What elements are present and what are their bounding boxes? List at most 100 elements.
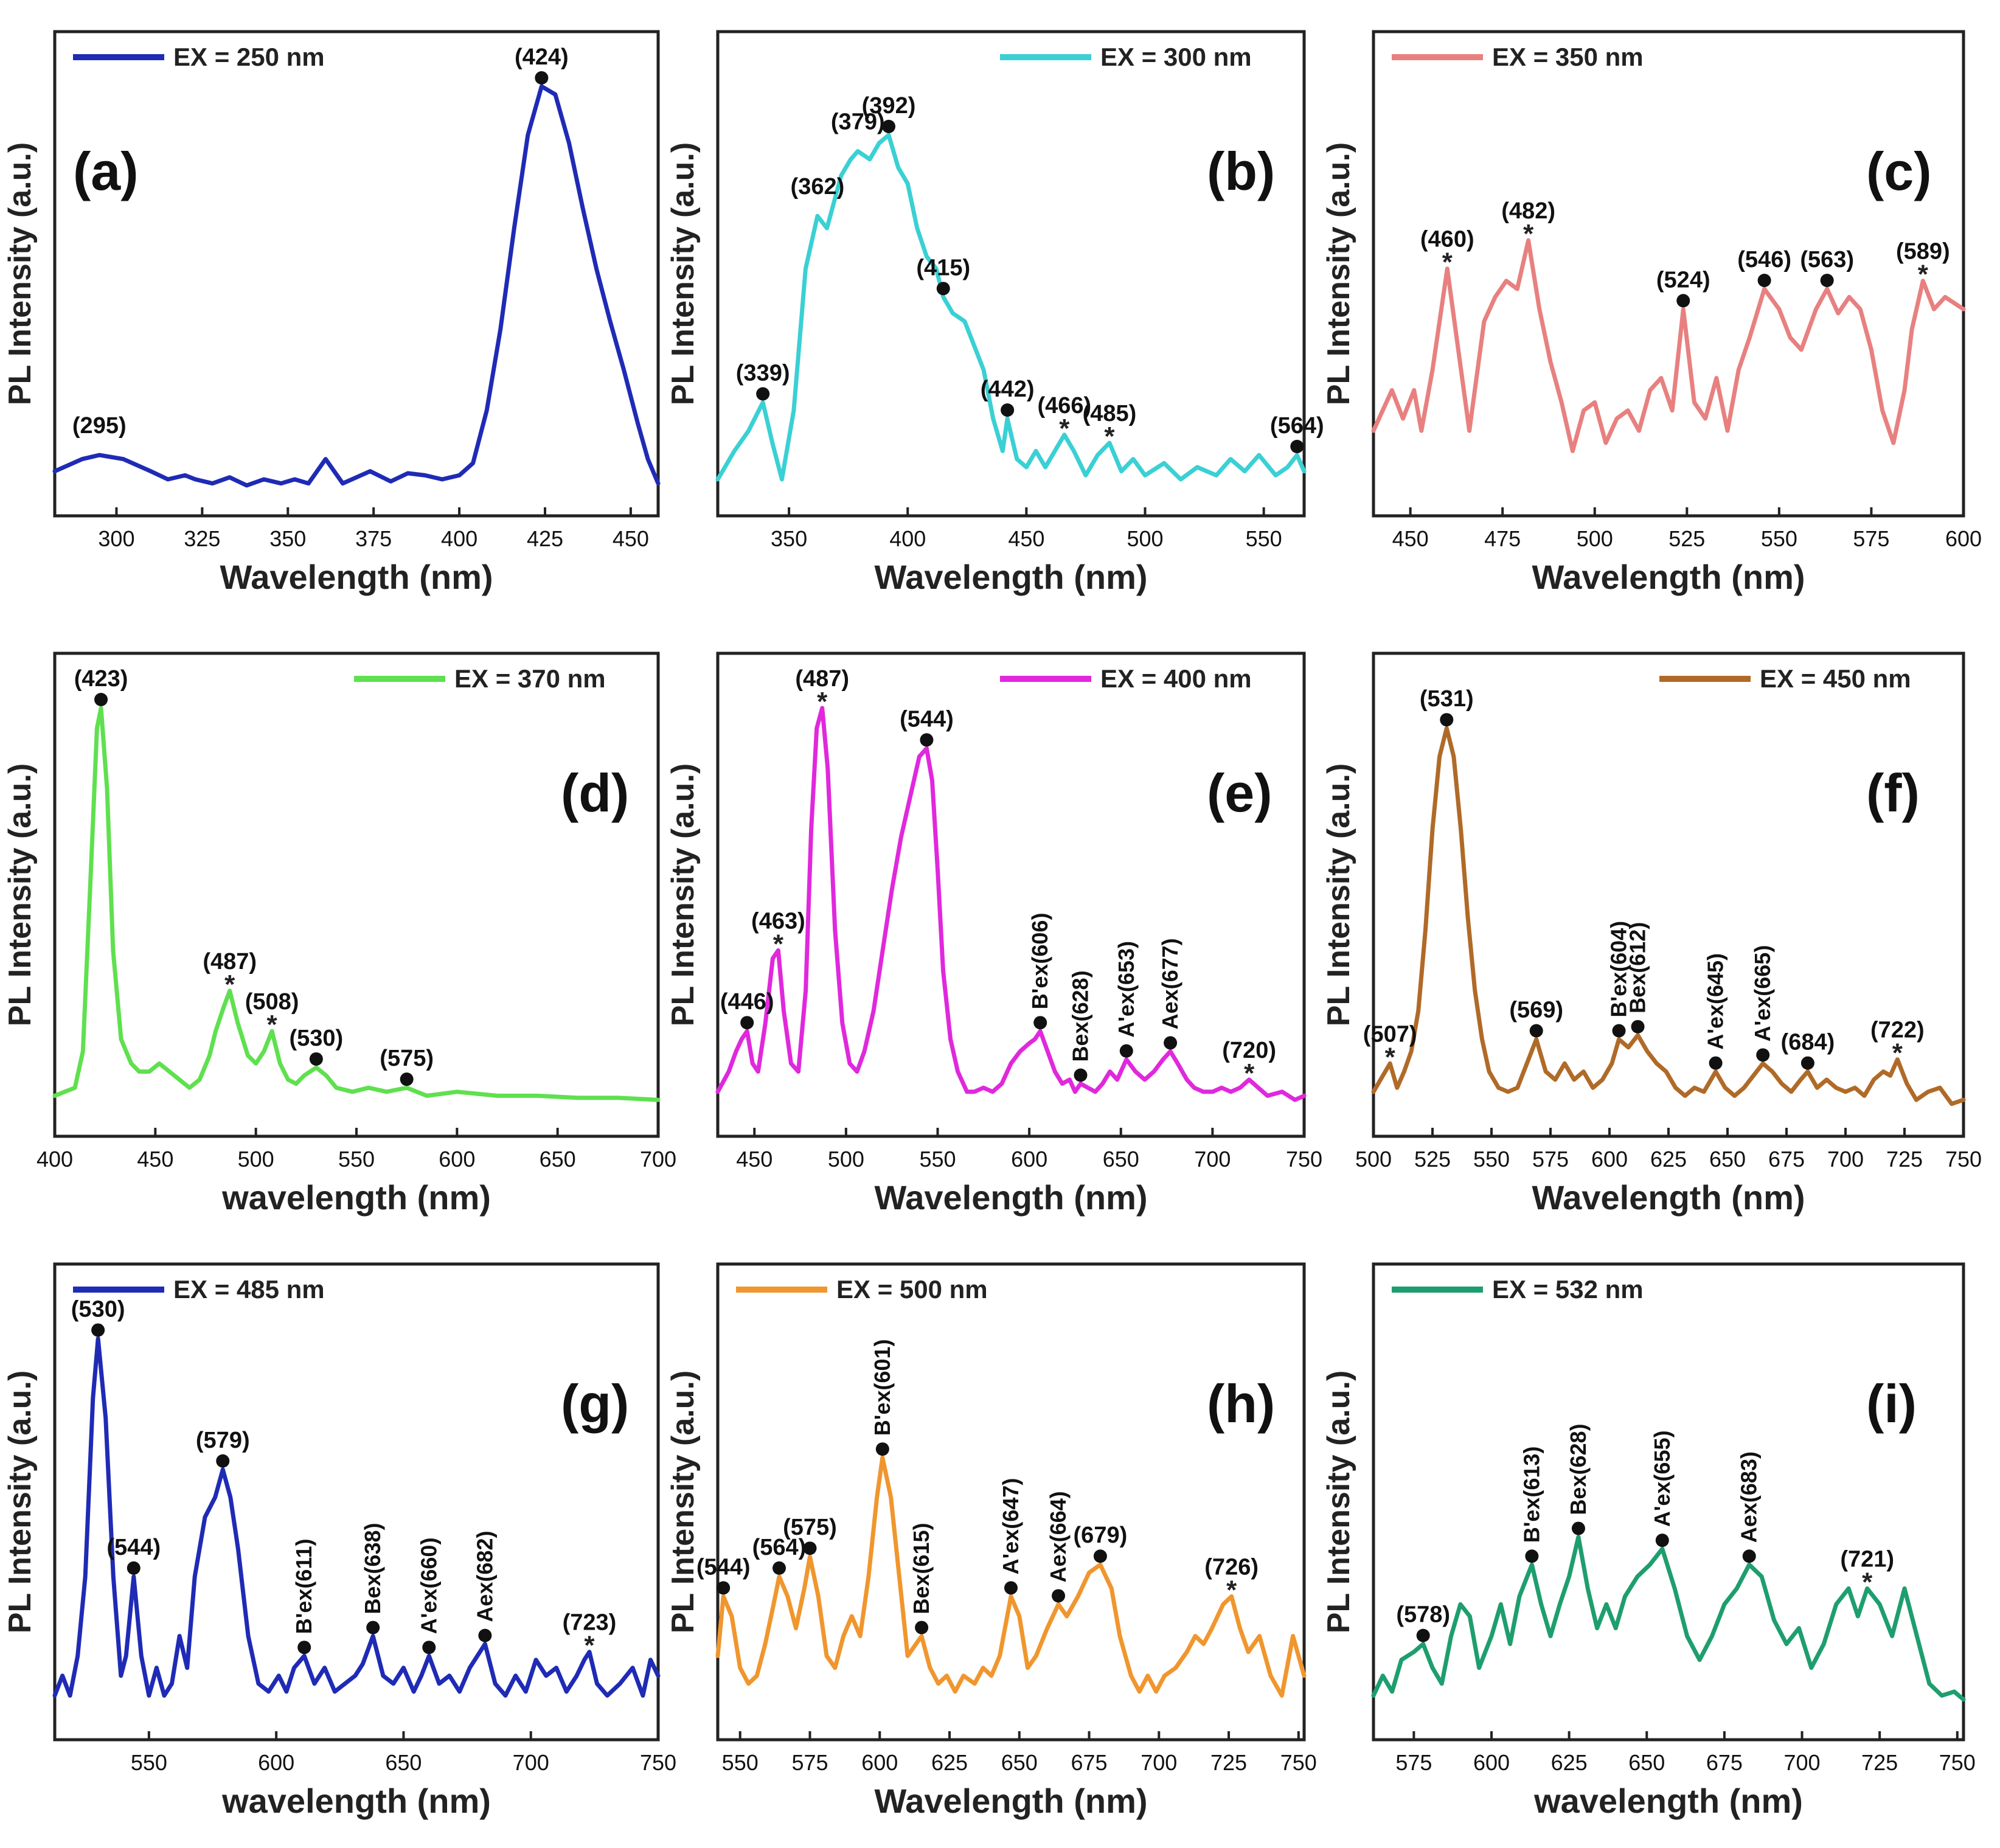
- peak-label: (579): [196, 1428, 250, 1453]
- peak-star: *: [1104, 422, 1115, 451]
- x-tick-label: 600: [1591, 1147, 1628, 1172]
- peak-label: (578): [1396, 1602, 1450, 1628]
- peak-marker: [1004, 1581, 1018, 1595]
- peak-marker: [1800, 1056, 1814, 1070]
- peak-marker: [1756, 1048, 1770, 1062]
- peak-label: (524): [1656, 267, 1710, 293]
- x-tick-label: 575: [1853, 526, 1889, 551]
- panel-label: (d): [561, 763, 629, 823]
- x-tick-label: 675: [1768, 1147, 1805, 1172]
- peak-marker: [1052, 1589, 1066, 1603]
- x-axis-label: wavelength (nm): [221, 1782, 491, 1820]
- x-tick-label: 675: [1071, 1750, 1107, 1775]
- spectrum-line: [52, 706, 661, 1102]
- x-axis-label: Wavelength (nm): [220, 558, 493, 596]
- spectrum-line: [52, 84, 661, 488]
- peak-label: Aex(677): [1158, 938, 1182, 1029]
- plot-frame: [716, 651, 1306, 1138]
- x-tick-label: 650: [385, 1750, 422, 1775]
- x-tick-label: 500: [238, 1147, 274, 1172]
- x-tick-label: 400: [36, 1147, 73, 1172]
- peak-star: *: [1918, 260, 1929, 290]
- peak-label: (482): [1501, 198, 1555, 224]
- x-tick-label: 550: [1761, 526, 1797, 551]
- peak-label: (392): [862, 93, 916, 119]
- panel-label: (f): [1866, 763, 1920, 823]
- peak-label: (446): [720, 989, 774, 1015]
- spectrum-line: [715, 1455, 1307, 1698]
- peak-star: *: [1385, 1042, 1396, 1072]
- x-tick-label: 600: [439, 1147, 475, 1172]
- peak-marker: [94, 693, 108, 706]
- peak-label: (546): [1737, 247, 1791, 273]
- peak-marker: [882, 119, 896, 133]
- peak-label: (460): [1420, 227, 1474, 252]
- x-tick-label: 375: [355, 526, 392, 551]
- peak-label: Aex(664): [1046, 1491, 1071, 1582]
- peak-label: (722): [1870, 1018, 1925, 1043]
- x-tick-label: 450: [1008, 526, 1044, 551]
- panel-label: (i): [1866, 1374, 1917, 1434]
- x-tick-label: 750: [1280, 1750, 1317, 1775]
- peak-label: (362): [791, 174, 845, 200]
- peak-label: (466): [1037, 393, 1091, 419]
- peak-marker: [1742, 1549, 1756, 1563]
- legend-label: EX = 370 nm: [454, 664, 606, 693]
- panel-label: (c): [1866, 141, 1932, 201]
- x-tick-label: 650: [540, 1147, 576, 1172]
- plot-frame: [1372, 30, 1965, 518]
- peak-marker: [366, 1620, 380, 1634]
- x-tick-label: 725: [1886, 1147, 1923, 1172]
- panel-label: (g): [561, 1374, 629, 1434]
- x-axis-label: Wavelength (nm): [874, 1178, 1147, 1217]
- peak-label: (508): [245, 989, 299, 1015]
- x-tick-label: 675: [1706, 1750, 1743, 1775]
- peak-marker: [1529, 1024, 1543, 1038]
- x-tick-label: 550: [722, 1750, 759, 1775]
- peak-marker: [756, 387, 770, 401]
- peak-label: Bex(612): [1625, 922, 1650, 1013]
- peak-marker: [1709, 1056, 1723, 1070]
- peak-label: B'ex(606): [1027, 913, 1052, 1010]
- legend-label: EX = 400 nm: [1100, 664, 1252, 693]
- x-tick-label: 725: [1861, 1750, 1898, 1775]
- x-axis-label: wavelength (nm): [221, 1178, 491, 1217]
- x-tick-label: 750: [1286, 1147, 1322, 1172]
- peak-label: (726): [1204, 1554, 1259, 1580]
- y-axis-label: PL Intensity (a.u.): [2, 142, 38, 405]
- peak-label: (544): [106, 1535, 161, 1560]
- peak-star: *: [1523, 219, 1534, 249]
- panel-b: 350 400 450 500 550 Wavelength (nm) PL Intensi…: [665, 30, 1324, 596]
- peak-marker: [1655, 1534, 1669, 1548]
- peak-label: (415): [916, 255, 970, 280]
- peak-label: (575): [380, 1046, 434, 1071]
- x-tick-label: 550: [1473, 1147, 1510, 1172]
- peak-label: (485): [1083, 401, 1137, 426]
- x-axis-label: Wavelength (nm): [1532, 1178, 1805, 1217]
- x-tick-label: 700: [1783, 1750, 1820, 1775]
- x-tick-label: 650: [1709, 1147, 1746, 1172]
- plot-frame: [716, 30, 1306, 518]
- peak-star: *: [817, 687, 828, 717]
- peak-label: (720): [1222, 1038, 1276, 1063]
- peak-label: (295): [72, 413, 127, 439]
- spectrum-line: [52, 1336, 661, 1698]
- peak-marker: [875, 1442, 889, 1456]
- peak-label: (463): [751, 908, 805, 934]
- x-tick-label: 450: [137, 1147, 173, 1172]
- peak-marker: [216, 1454, 230, 1468]
- x-tick-label: 525: [1668, 526, 1705, 551]
- x-tick-label: 400: [441, 526, 477, 551]
- peak-label: (564): [1270, 413, 1324, 439]
- peak-label: A'ex(660): [416, 1538, 441, 1634]
- peak-marker: [91, 1323, 105, 1337]
- peak-label: Aex(683): [1737, 1451, 1762, 1543]
- legend-label: EX = 350 nm: [1492, 43, 1644, 71]
- panel-label: (e): [1207, 763, 1273, 823]
- peak-label: (721): [1840, 1546, 1894, 1572]
- peak-marker: [309, 1052, 323, 1066]
- panel-label: (h): [1207, 1374, 1275, 1434]
- x-tick-label: 750: [1945, 1147, 1982, 1172]
- peak-label: Aex(682): [472, 1531, 497, 1622]
- peak-label: B'ex(601): [870, 1339, 895, 1436]
